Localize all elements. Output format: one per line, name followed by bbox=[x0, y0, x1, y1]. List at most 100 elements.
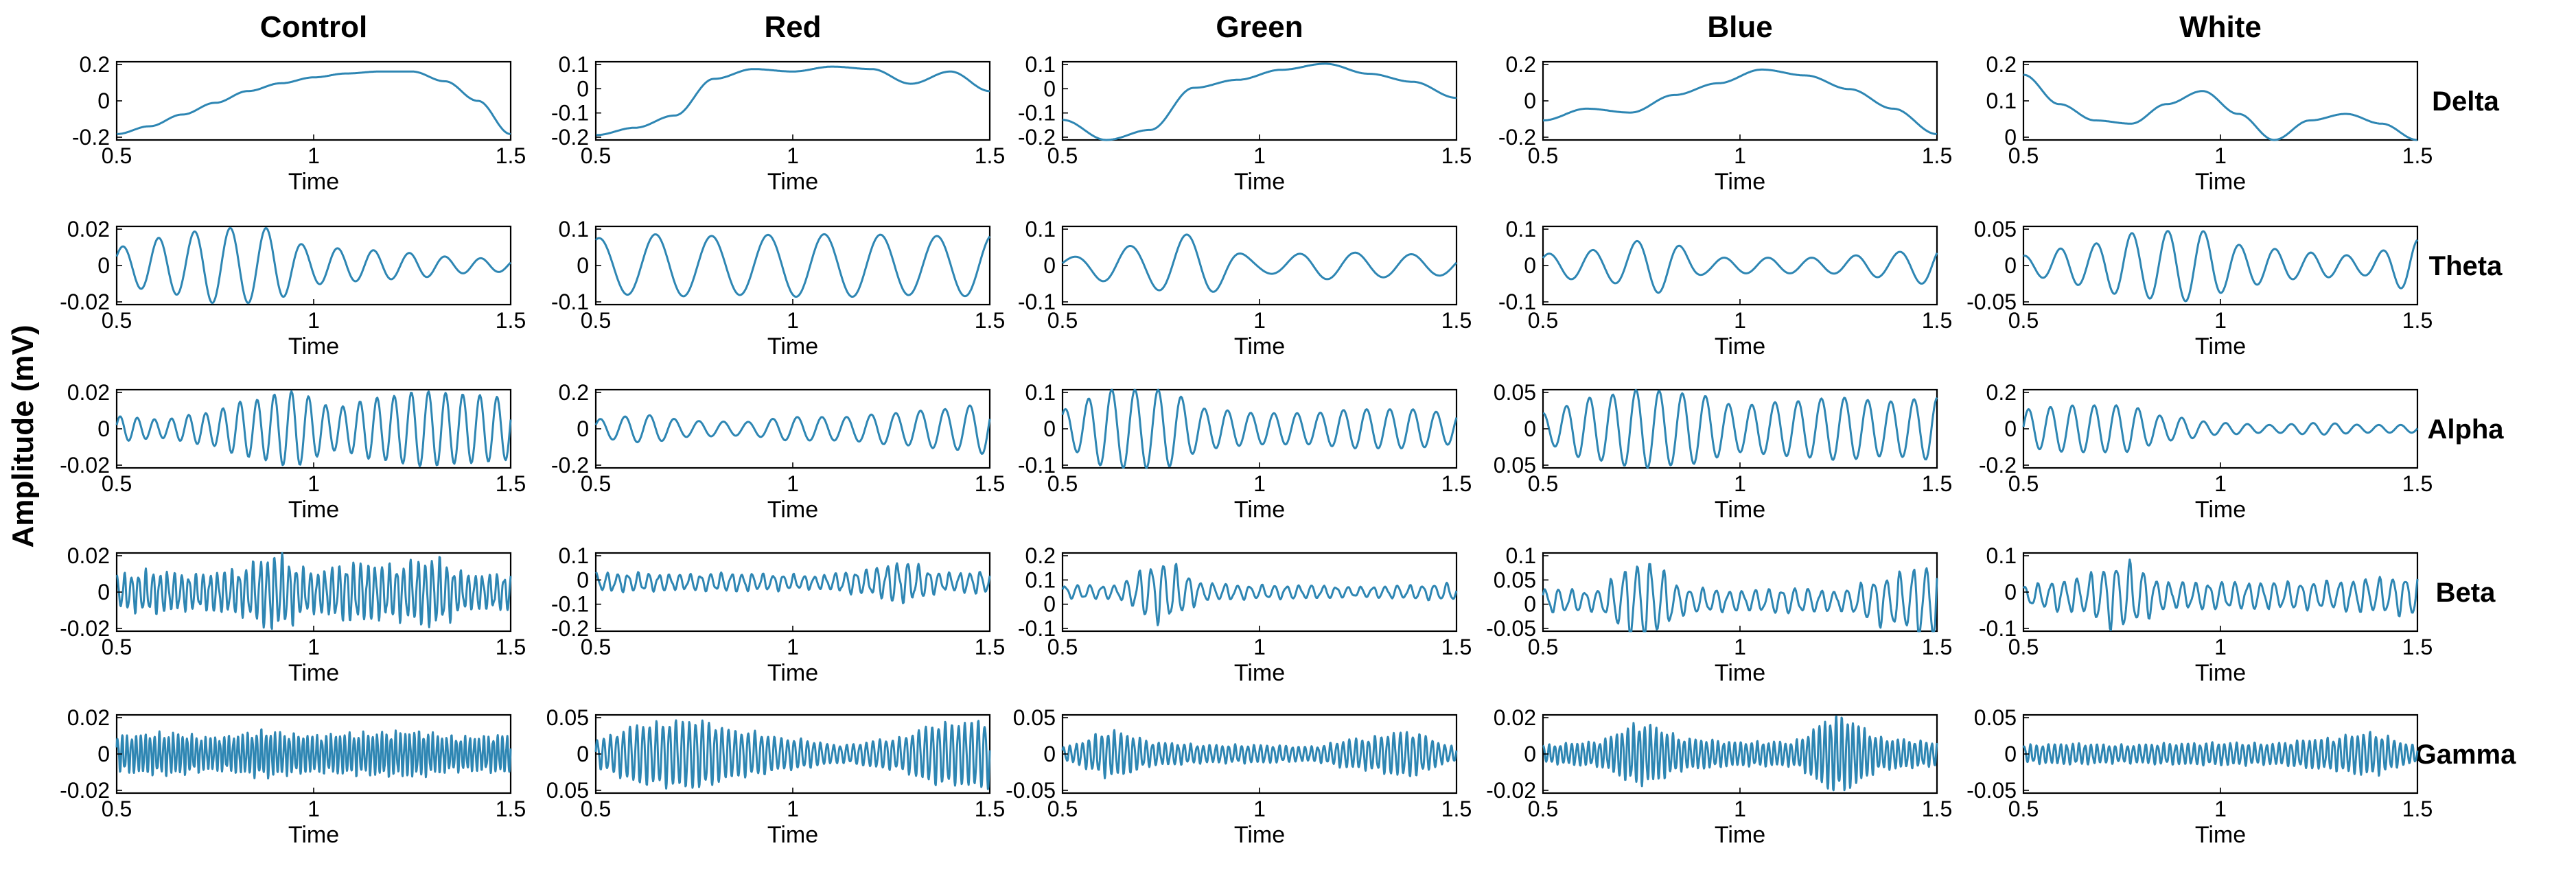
band-label-delta: Delta bbox=[2432, 86, 2500, 117]
y-tick-label: -0.1 bbox=[1018, 453, 1056, 478]
x-tick-label: 1 bbox=[787, 143, 799, 168]
x-axis-label: Time bbox=[1234, 333, 1285, 360]
x-tick-label: 1.5 bbox=[1441, 143, 1472, 168]
y-tick-label: -0.1 bbox=[551, 101, 589, 126]
x-tick-label: 1.5 bbox=[1922, 797, 1952, 821]
panel-white-gamma: 0.05 0 -0.050.5 1 1.5 Time bbox=[1966, 705, 2433, 848]
signal-trace bbox=[594, 719, 991, 790]
y-tick-label: -0.05 bbox=[1486, 616, 1536, 641]
axes-frame bbox=[1061, 60, 1458, 141]
y-tick-label: 0 bbox=[1043, 76, 1056, 101]
signal-trace bbox=[115, 390, 512, 468]
panel-white-beta: 0.1 0 -0.10.5 1 1.5 Time bbox=[1979, 543, 2433, 686]
y-tick-label: -0.1 bbox=[1018, 101, 1056, 126]
x-tick-label: 1 bbox=[308, 308, 320, 333]
x-axis-label: Time bbox=[2195, 822, 2246, 848]
signal-trace bbox=[594, 404, 991, 455]
x-tick-label: 1 bbox=[2214, 308, 2227, 333]
x-tick-label: 1.5 bbox=[1441, 797, 1472, 821]
y-tick-label: 0.02 bbox=[67, 705, 110, 730]
y-tick-label: 0 bbox=[1043, 253, 1056, 278]
x-axis-label: Time bbox=[1715, 333, 1765, 360]
signal-trace bbox=[2022, 404, 2419, 453]
x-tick-label: 1 bbox=[308, 797, 320, 821]
y-tick-label: -0.05 bbox=[1966, 290, 2017, 314]
y-tick-label: 0.1 bbox=[1025, 380, 1056, 405]
y-tick-label: 0.02 bbox=[67, 380, 110, 405]
x-tick-label: 0.5 bbox=[2008, 635, 2039, 659]
x-tick-label: 0.5 bbox=[2008, 797, 2039, 821]
y-tick-label: 0 bbox=[1524, 89, 1536, 113]
axes-frame bbox=[2022, 60, 2419, 141]
y-tick-label: 0.1 bbox=[1025, 52, 1056, 77]
y-tick-label: 0.2 bbox=[1986, 52, 2017, 77]
x-tick-label: 1 bbox=[1253, 471, 1266, 496]
y-tick-label: 0.05 bbox=[546, 705, 589, 730]
x-axis-label: Time bbox=[1715, 822, 1765, 848]
y-tick-label: -0.02 bbox=[60, 290, 110, 314]
x-axis-label: Time bbox=[1234, 822, 1285, 848]
x-tick-label: 1 bbox=[1734, 635, 1746, 659]
x-tick-label: 0.5 bbox=[581, 308, 611, 333]
x-tick-label: 1.5 bbox=[975, 308, 1005, 333]
x-tick-label: 0.5 bbox=[1528, 308, 1558, 333]
y-tick-label: 0 bbox=[1043, 592, 1056, 617]
y-tick-label: 0.05 bbox=[1013, 705, 1056, 730]
x-axis-label: Time bbox=[767, 333, 818, 360]
y-tick-label: 0.1 bbox=[1986, 89, 2017, 113]
signal-trace bbox=[595, 65, 990, 137]
signal-trace bbox=[2023, 73, 2418, 141]
panel-red-beta: 0.10-0.1-0.20.5 1 1.5 Time bbox=[551, 543, 1005, 686]
signal-trace bbox=[594, 233, 991, 298]
x-axis-label: Time bbox=[1715, 660, 1765, 686]
x-tick-label: 1.5 bbox=[496, 635, 526, 659]
y-tick-label: 0.05 bbox=[1494, 567, 1536, 592]
axes-frame bbox=[594, 552, 991, 633]
y-tick-label: -0.2 bbox=[72, 125, 110, 150]
signal-trace bbox=[595, 562, 991, 604]
x-tick-label: 1 bbox=[1253, 635, 1266, 659]
axes-frame bbox=[1542, 225, 1938, 306]
axes-frame bbox=[2022, 552, 2419, 633]
panel-white-delta: 0.2 0.1 00.5 1 1.5 Time bbox=[1986, 52, 2433, 195]
x-tick-label: 1.5 bbox=[2402, 635, 2433, 659]
y-tick-label: -0.1 bbox=[1979, 616, 2017, 641]
y-tick-label: 0 bbox=[577, 253, 589, 278]
y-axis-label: Amplitude (mV) bbox=[6, 325, 40, 547]
y-tick-label: -0.2 bbox=[551, 125, 589, 150]
y-tick-label: 0.05 bbox=[1974, 705, 2017, 730]
x-axis-label: Time bbox=[288, 497, 339, 523]
x-tick-label: 1 bbox=[2214, 635, 2227, 659]
x-tick-label: 1 bbox=[1734, 797, 1746, 821]
signal-trace bbox=[1542, 68, 1938, 135]
x-tick-label: 1.5 bbox=[1922, 471, 1952, 496]
condition-title-blue: Blue bbox=[1707, 10, 1772, 44]
x-tick-label: 0.5 bbox=[581, 471, 611, 496]
axes-frame bbox=[115, 60, 512, 141]
y-tick-label: 0.1 bbox=[1986, 543, 2017, 568]
y-tick-label: 0.05 bbox=[546, 778, 589, 803]
x-tick-label: 1 bbox=[1734, 308, 1746, 333]
signal-trace bbox=[1061, 729, 1458, 779]
panel-red-alpha: 0.2 0 -0.20.5 1 1.5 Time bbox=[551, 380, 1005, 523]
y-tick-label: 0.2 bbox=[559, 380, 589, 405]
signal-trace bbox=[1542, 239, 1938, 294]
y-tick-label: 0.02 bbox=[1494, 705, 1536, 730]
condition-title-control: Control bbox=[260, 10, 367, 44]
band-label-gamma: Gamma bbox=[2415, 740, 2516, 770]
x-axis-label: Time bbox=[1234, 169, 1285, 195]
x-axis-label: Time bbox=[2195, 333, 2246, 360]
signal-trace bbox=[115, 552, 512, 631]
panel-green-gamma: 0.05 0 -0.050.5 1 1.5 Time bbox=[1006, 705, 1472, 848]
x-tick-label: 0.5 bbox=[102, 635, 132, 659]
y-tick-label: 0 bbox=[97, 89, 110, 113]
x-tick-label: 1.5 bbox=[2402, 143, 2433, 168]
x-axis-label: Time bbox=[1715, 169, 1765, 195]
y-tick-label: -0.02 bbox=[60, 778, 110, 803]
x-axis-label: Time bbox=[288, 333, 339, 360]
panel-control-gamma: 0.02 0 -0.020.5 1 1.5 Time bbox=[60, 705, 526, 848]
x-tick-label: 0.5 bbox=[581, 797, 611, 821]
y-tick-label: 0 bbox=[1524, 592, 1536, 617]
y-tick-label: 0.1 bbox=[1506, 543, 1536, 568]
